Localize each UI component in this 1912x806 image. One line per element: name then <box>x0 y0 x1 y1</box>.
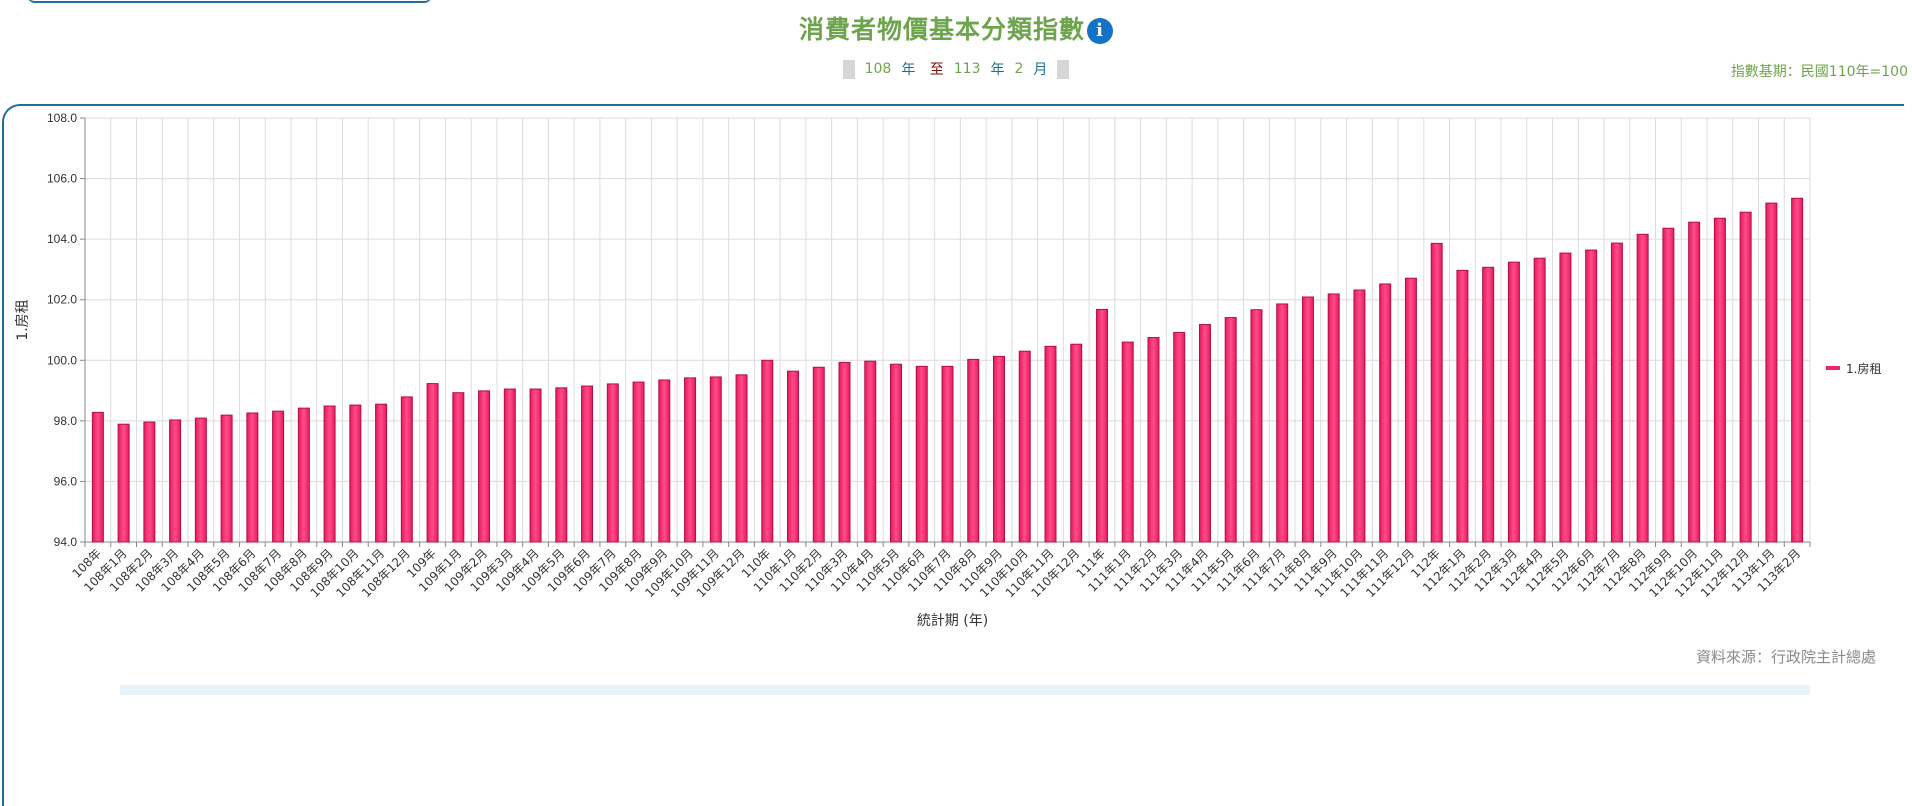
bar[interactable] <box>1327 293 1340 543</box>
bar[interactable] <box>1688 221 1701 543</box>
bar[interactable] <box>1121 341 1134 543</box>
bar[interactable] <box>1095 308 1108 543</box>
bar[interactable] <box>1198 324 1211 543</box>
bar[interactable] <box>1713 217 1726 543</box>
bar[interactable] <box>91 411 104 543</box>
bar[interactable] <box>812 366 825 543</box>
page-title-text: 消費者物價基本分類指數 <box>798 15 1085 44</box>
bar[interactable] <box>941 365 954 543</box>
bar[interactable] <box>787 370 800 543</box>
to-label: 至 <box>929 62 944 78</box>
bar[interactable] <box>1585 249 1598 543</box>
y-tick-label: 96.0 <box>54 474 78 488</box>
bar[interactable] <box>735 374 748 543</box>
y-tick-label: 104.0 <box>47 232 77 246</box>
bar[interactable] <box>1070 343 1083 543</box>
bar[interactable] <box>452 392 465 543</box>
bar[interactable] <box>400 396 413 543</box>
bar[interactable] <box>1739 211 1752 543</box>
bar[interactable] <box>426 383 439 543</box>
bar[interactable] <box>838 361 851 543</box>
bar[interactable] <box>1662 227 1675 543</box>
bar[interactable] <box>1559 252 1572 543</box>
bar[interactable] <box>117 423 130 543</box>
bar[interactable] <box>323 405 336 543</box>
bar[interactable] <box>684 377 697 543</box>
bar[interactable] <box>272 410 285 543</box>
bar[interactable] <box>478 390 491 543</box>
legend-label[interactable]: 1.房租 <box>1846 361 1881 376</box>
bar[interactable] <box>220 414 233 543</box>
bar[interactable] <box>1250 309 1263 543</box>
bar[interactable] <box>1456 269 1469 543</box>
bar[interactable] <box>375 403 388 543</box>
y-tick-label: 106.0 <box>47 172 77 186</box>
prev-period-button[interactable] <box>843 59 856 79</box>
y-tick-label: 102.0 <box>47 293 77 307</box>
bar[interactable] <box>555 387 568 543</box>
bar[interactable] <box>1353 289 1366 543</box>
bar[interactable] <box>632 381 645 543</box>
bar[interactable] <box>967 358 980 543</box>
end-month[interactable]: 2 <box>1014 61 1024 77</box>
bar[interactable] <box>1301 296 1314 543</box>
data-source: 資料來源：行政院主計總處 <box>1695 648 1876 666</box>
bar[interactable] <box>1173 331 1186 543</box>
bar[interactable] <box>503 388 516 543</box>
bar[interactable] <box>169 419 182 543</box>
bar[interactable] <box>1610 242 1623 543</box>
year-unit-label-2: 年 <box>990 62 1005 78</box>
bar[interactable] <box>890 363 903 543</box>
page-title: 消費者物價基本分類指數 i <box>0 10 1912 46</box>
bar[interactable] <box>1276 303 1289 543</box>
bar[interactable] <box>915 365 928 543</box>
bar[interactable] <box>529 388 542 543</box>
bar[interactable] <box>1224 317 1237 543</box>
bottom-panel <box>120 685 1810 695</box>
y-tick-label: 100.0 <box>47 353 77 367</box>
bar[interactable] <box>992 355 1005 543</box>
bar[interactable] <box>194 417 207 543</box>
y-tick-label: 98.0 <box>54 414 78 428</box>
y-axis-title: 1.房租 <box>15 299 31 340</box>
bar[interactable] <box>1044 345 1057 543</box>
bar[interactable] <box>658 379 671 543</box>
period-selector: 108 年 至 113 年 2 月 <box>0 59 1912 79</box>
bar[interactable] <box>1482 266 1495 543</box>
bar[interactable] <box>864 360 877 543</box>
bar-chart: 94.096.098.0100.0102.0104.0106.0108.0108… <box>15 111 1881 629</box>
bar[interactable] <box>1507 261 1520 543</box>
bar[interactable] <box>1791 197 1804 543</box>
bar[interactable] <box>349 404 362 543</box>
month-unit-label: 月 <box>1033 62 1048 78</box>
legend-swatch <box>1826 366 1840 370</box>
bar[interactable] <box>1765 202 1778 543</box>
bar[interactable] <box>246 412 259 543</box>
bar[interactable] <box>1379 283 1392 543</box>
chart-panel <box>2 104 1904 806</box>
end-year[interactable]: 113 <box>953 61 981 77</box>
x-axis-title: 統計期 (年) <box>917 613 988 629</box>
y-tick-label: 94.0 <box>54 535 78 549</box>
bar[interactable] <box>1636 233 1649 543</box>
bar[interactable] <box>1147 337 1160 543</box>
bar[interactable] <box>1404 277 1417 543</box>
bar[interactable] <box>709 376 722 543</box>
bar[interactable] <box>297 407 310 543</box>
year-unit-label: 年 <box>901 62 916 78</box>
bar[interactable] <box>581 385 594 543</box>
bar[interactable] <box>761 359 774 543</box>
bar[interactable] <box>1533 257 1546 543</box>
bar[interactable] <box>1018 350 1031 543</box>
next-period-button[interactable] <box>1056 59 1069 79</box>
bar[interactable] <box>143 421 156 543</box>
start-year[interactable]: 108 <box>864 61 892 77</box>
top-tab-edge <box>27 0 432 3</box>
info-icon[interactable]: i <box>1087 18 1113 44</box>
base-period-note: 指數基期：民國110年=100 <box>1730 64 1908 80</box>
bar[interactable] <box>1430 242 1443 543</box>
y-tick-label: 108.0 <box>47 111 77 125</box>
bar[interactable] <box>606 383 619 543</box>
